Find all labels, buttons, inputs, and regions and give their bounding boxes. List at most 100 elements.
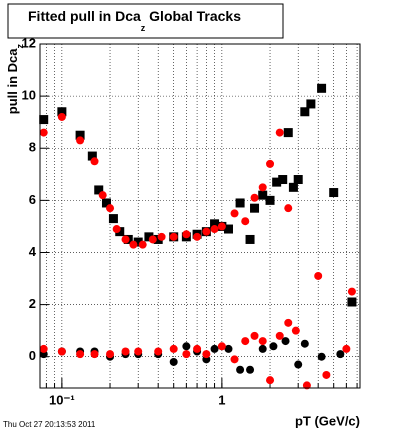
marker: [57, 107, 67, 117]
marker: [57, 112, 66, 121]
marker: [106, 204, 115, 213]
x-tick-label: 10⁻¹: [49, 392, 75, 407]
marker: [223, 224, 233, 234]
marker: [169, 232, 178, 241]
marker: [90, 157, 99, 166]
marker: [210, 219, 220, 229]
y-tick-label: 2: [29, 296, 36, 311]
x-axis-label: pT (GeV/c): [295, 413, 360, 428]
marker: [306, 99, 316, 109]
marker: [182, 230, 191, 239]
marker: [217, 222, 226, 231]
marker: [108, 214, 118, 224]
marker: [245, 234, 255, 244]
title-main: Fitted pull in Dca: [28, 8, 141, 24]
marker: [115, 227, 125, 237]
marker: [144, 232, 154, 242]
marker: [293, 175, 303, 185]
title-sub: z: [141, 23, 146, 33]
marker: [154, 347, 163, 356]
y-label-main: pull in Dca: [5, 48, 20, 115]
y-label-sub: z: [15, 44, 25, 49]
marker: [322, 370, 331, 379]
marker: [94, 185, 104, 195]
marker: [39, 344, 48, 353]
title: Fitted pull in Dcaz Global Tracks: [28, 8, 241, 34]
marker: [76, 136, 85, 145]
marker: [284, 318, 293, 327]
marker: [90, 350, 99, 359]
marker: [342, 344, 351, 353]
marker: [235, 198, 245, 208]
marker: [241, 217, 250, 226]
marker: [236, 365, 245, 374]
y-tick-label: 0: [29, 348, 36, 363]
x-tick-label: 1: [218, 392, 225, 407]
marker: [266, 376, 275, 385]
marker: [138, 240, 147, 249]
marker: [39, 128, 48, 137]
marker: [317, 352, 326, 361]
marker: [153, 234, 163, 244]
footer: Thu Oct 27 20:13:53 2011: [3, 420, 96, 429]
marker: [87, 151, 97, 161]
marker: [250, 331, 259, 340]
marker: [329, 188, 339, 198]
marker: [57, 347, 66, 356]
marker: [202, 350, 211, 359]
marker: [294, 360, 303, 369]
marker: [133, 237, 143, 247]
marker: [202, 227, 211, 236]
marker: [157, 232, 166, 241]
marker: [76, 350, 85, 359]
marker: [314, 271, 323, 280]
marker: [148, 235, 157, 244]
marker: [75, 130, 85, 140]
y-axis-label: pull in Dcaz: [5, 44, 25, 115]
marker: [134, 347, 143, 356]
marker: [193, 232, 202, 241]
plot-border: [39, 43, 361, 389]
marker: [250, 203, 260, 213]
marker: [258, 337, 267, 346]
marker: [217, 342, 226, 351]
marker: [182, 342, 191, 351]
title-box: [7, 3, 284, 39]
marker: [347, 297, 357, 307]
y-tick-label: 12: [22, 35, 36, 50]
marker: [121, 235, 130, 244]
marker: [193, 344, 202, 353]
marker: [250, 193, 259, 202]
marker: [300, 107, 310, 117]
marker: [302, 381, 311, 390]
marker: [210, 225, 219, 234]
y-tick-label: 4: [29, 244, 37, 259]
title-rest: Global Tracks: [145, 8, 241, 24]
marker: [210, 344, 219, 353]
y-tick-label: 6: [29, 192, 36, 207]
marker: [98, 191, 107, 200]
marker: [300, 339, 309, 348]
y-tick-label: 8: [29, 140, 36, 155]
marker: [269, 342, 278, 351]
marker: [258, 344, 267, 353]
marker: [347, 287, 356, 296]
marker: [129, 240, 138, 249]
marker: [283, 128, 293, 138]
marker: [230, 209, 239, 218]
marker: [182, 350, 191, 359]
marker: [291, 326, 300, 335]
marker: [224, 344, 233, 353]
marker: [101, 198, 111, 208]
marker: [246, 365, 255, 374]
marker: [258, 183, 267, 192]
marker: [272, 177, 282, 187]
marker: [106, 350, 115, 359]
marker: [258, 190, 268, 200]
marker: [230, 355, 239, 364]
marker: [317, 83, 327, 93]
marker: [275, 128, 284, 137]
marker: [121, 347, 130, 356]
marker: [112, 225, 121, 234]
